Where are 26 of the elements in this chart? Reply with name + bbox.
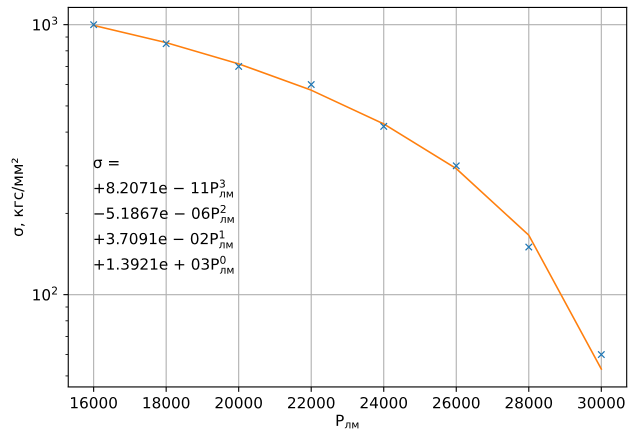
y-axis-title: σ, кгс/мм² [12,158,25,236]
x-axis-title: P$_{лм}$ [336,414,358,428]
annotation: σ = [94,160,119,168]
x-tick-label: 28000 [506,396,552,409]
annotation: −5.1867e − 06P$^{2}$$_{лм}$ [94,204,234,223]
x-tick-label: 16000 [71,396,117,409]
annotation: +3.7091e − 02P$^{1}$$_{лм}$ [94,230,233,248]
x-tick-label: 26000 [433,396,480,409]
x-tick-label: 24000 [360,396,408,409]
x-tick-label: 22000 [288,396,334,409]
point [162,40,170,48]
annotation: +8.2071e − 11P$^{3}$$_{лм}$ [94,180,233,198]
point [90,20,98,29]
annotation: +1.3921e + 03P$^{0}$$_{лм}$ [94,256,234,274]
point [380,122,388,130]
point [234,62,243,70]
y-tick-label: 10$^{2}$ [33,286,57,301]
line-series [92,24,602,370]
point [524,243,533,251]
y-tick-label: 10$^{3}$ [33,16,58,31]
point [307,80,316,88]
x-tick-label: 20000 [216,396,262,409]
point [597,350,606,358]
x-tick-label: 30000 [578,396,625,409]
x-tick-label: 18000 [144,396,190,409]
point [452,162,460,170]
